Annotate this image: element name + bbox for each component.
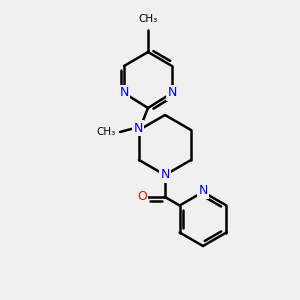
Text: CH₃: CH₃: [97, 127, 116, 137]
Text: N: N: [160, 169, 170, 182]
Text: N: N: [198, 184, 208, 197]
Text: O: O: [137, 190, 147, 203]
Text: N: N: [167, 86, 177, 100]
Text: N: N: [133, 122, 143, 134]
Text: CH₃: CH₃: [138, 14, 158, 24]
Text: N: N: [119, 86, 129, 100]
